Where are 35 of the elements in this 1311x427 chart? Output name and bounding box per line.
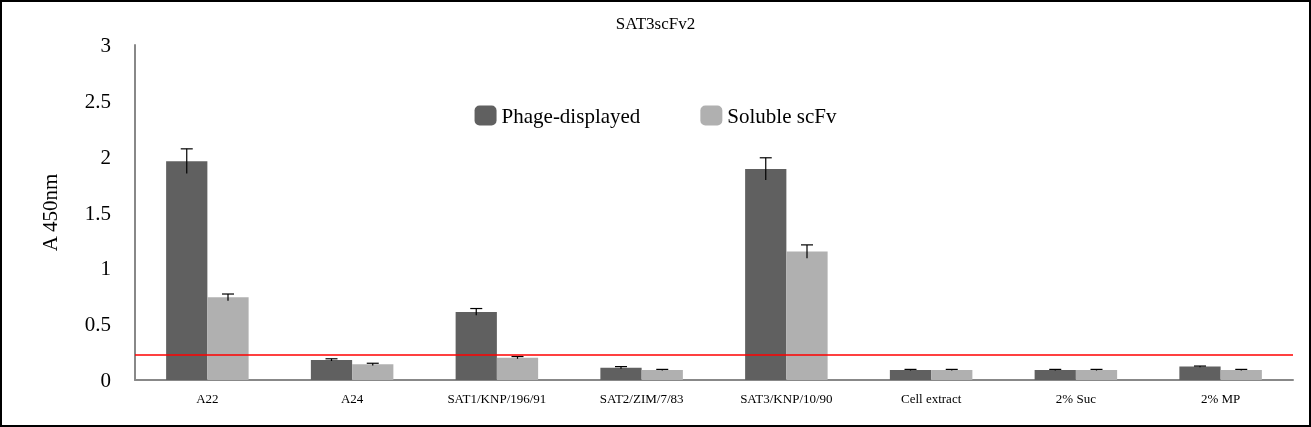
y-tick-label: 2 [100,144,111,169]
y-tick-label: 2.5 [84,88,111,113]
x-tick-label: 2% Suc [1055,391,1097,406]
bar [600,367,642,380]
y-tick-label: 1.5 [84,200,111,225]
bar [889,369,932,380]
x-tick-label: SAT2/ZIM/7/83 [599,391,684,406]
bar [931,369,973,380]
bar [207,297,249,380]
bar [166,161,208,380]
x-tick-label: SAT1/KNP/196/91 [447,391,547,406]
x-tick-label: Cell extract [900,391,962,406]
x-tick-label: 2% MP [1200,391,1241,406]
x-tick-label: SAT3/KNP/10/90 [740,391,833,406]
legend-label: Phage-displayed [501,103,641,128]
y-axis-title: A 450nm [37,173,62,252]
x-tick-label: A22 [196,391,219,406]
y-tick-label: 0.5 [84,312,111,337]
bar [641,369,683,380]
legend-label: Soluble scFv [727,103,837,128]
y-tick-label: 1 [100,256,111,281]
chart-title: SAT3scFv2 [615,14,696,33]
bar [1220,369,1262,380]
bar [1034,369,1076,380]
x-tick-label: A24 [340,391,364,406]
bar [496,357,539,380]
y-tick-label: 0 [100,368,111,392]
bar [310,359,353,380]
bar [352,364,394,380]
bar [1179,366,1221,380]
y-tick-label: 3 [100,33,111,57]
bar [745,168,787,380]
bar [455,311,497,380]
bar [786,251,828,380]
bar [1075,369,1118,380]
